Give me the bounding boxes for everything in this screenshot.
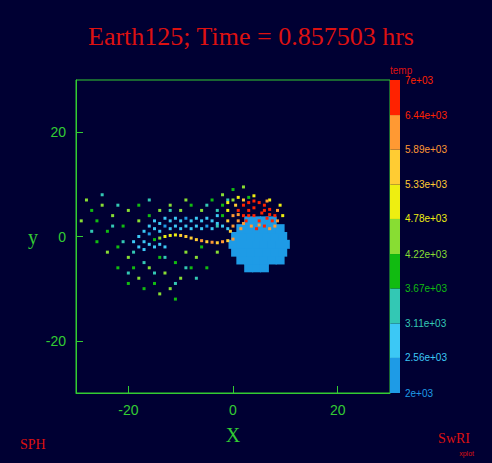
svg-text:20: 20 [50,124,66,140]
svg-text:3.67e+03: 3.67e+03 [405,283,447,294]
svg-text:3.11e+03: 3.11e+03 [405,318,447,329]
svg-text:0: 0 [229,402,237,418]
svg-text:20: 20 [330,402,346,418]
svg-text:-20: -20 [118,402,138,418]
svg-text:4.22e+03: 4.22e+03 [405,249,447,260]
svg-text:0: 0 [58,229,66,245]
svg-text:xplot: xplot [459,450,474,458]
svg-text:X: X [226,424,241,446]
svg-text:6.44e+03: 6.44e+03 [405,110,447,121]
svg-text:temp: temp [390,64,413,76]
svg-text:4.78e+03: 4.78e+03 [405,213,447,224]
svg-text:SwRI: SwRI [438,431,470,446]
svg-text:2e+03: 2e+03 [405,388,434,399]
svg-text:7e+03: 7e+03 [405,75,434,86]
svg-text:Earth125; Time = 0.857503 hrs: Earth125; Time = 0.857503 hrs [88,22,414,51]
svg-text:5.33e+03: 5.33e+03 [405,179,447,190]
svg-text:5.89e+03: 5.89e+03 [405,144,447,155]
svg-text:-20: -20 [46,333,66,349]
svg-text:y: y [28,226,38,249]
svg-text:2.56e+03: 2.56e+03 [405,352,447,363]
svg-text:SPH: SPH [20,437,46,452]
